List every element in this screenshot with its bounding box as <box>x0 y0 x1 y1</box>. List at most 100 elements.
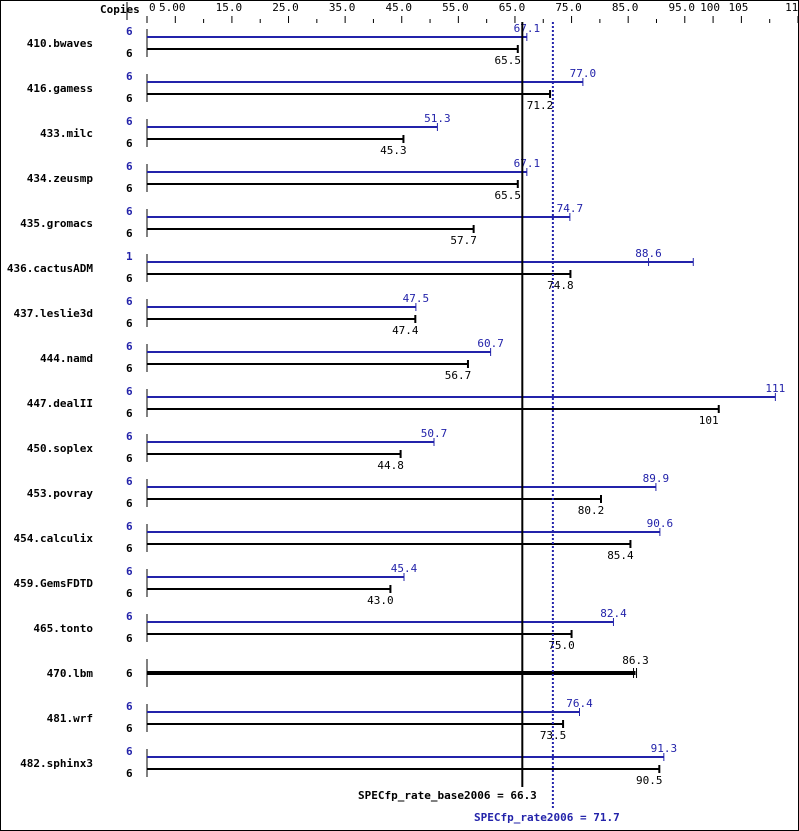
benchmark-row: 450.soplex 6 6 50.7 44.8 <box>27 427 447 472</box>
base-value-label: 45.3 <box>380 144 407 157</box>
x-tick-label: 95.0 <box>669 1 696 14</box>
benchmark-name: 435.gromacs <box>20 217 93 230</box>
peak-value-label: 51.3 <box>424 112 451 125</box>
x-tick-label: 105 <box>728 1 748 14</box>
benchmark-name: 436.cactusADM <box>7 262 93 275</box>
benchmark-row: 434.zeusmp 6 6 67.1 65.5 <box>27 157 540 202</box>
peak-copies: 6 <box>126 160 133 173</box>
base-value-label: 47.4 <box>392 324 419 337</box>
peak-copies: 6 <box>126 115 133 128</box>
x-tick-label: 15.0 <box>216 1 243 14</box>
x-tick-label: 5.00 <box>159 1 186 14</box>
base-copies: 6 <box>126 272 133 285</box>
base-copies: 6 <box>126 182 133 195</box>
x-tick-label: 75.0 <box>555 1 582 14</box>
benchmark-row: 437.leslie3d 6 6 47.5 47.4 <box>14 292 430 337</box>
peak-summary-label: SPECfp_rate2006 = 71.7 <box>474 811 620 824</box>
peak-value-label: 89.9 <box>643 472 670 485</box>
base-copies: 6 <box>126 722 133 735</box>
peak-copies: 6 <box>126 610 133 623</box>
peak-copies: 6 <box>126 205 133 218</box>
base-copies: 6 <box>126 362 133 375</box>
benchmark-row: 453.povray 6 6 89.9 80.2 <box>27 472 669 517</box>
base-copies: 6 <box>126 92 133 105</box>
peak-value-label: 77.0 <box>570 67 597 80</box>
benchmark-name: 416.gamess <box>27 82 93 95</box>
base-copies: 6 <box>126 227 133 240</box>
benchmark-name: 450.soplex <box>27 442 94 455</box>
peak-value-label: 60.7 <box>477 337 504 350</box>
x-tick-label: 55.0 <box>442 1 469 14</box>
x-tick-label: 45.0 <box>385 1 412 14</box>
peak-copies: 6 <box>126 385 133 398</box>
benchmark-row: 470.lbm 6 86.3 <box>47 654 649 687</box>
peak-value-label: 88.6 <box>635 247 662 260</box>
benchmark-name: 482.sphinx3 <box>20 757 93 770</box>
benchmark-row: 433.milc 6 6 51.3 45.3 <box>40 112 451 157</box>
summary-lines <box>521 22 554 810</box>
benchmark-name: 447.dealII <box>27 397 93 410</box>
benchmark-name: 481.wrf <box>47 712 93 725</box>
benchmark-name: 434.zeusmp <box>27 172 94 185</box>
base-copies: 6 <box>126 137 133 150</box>
base-copies: 6 <box>126 667 133 680</box>
x-tick-label: 0 <box>149 1 156 14</box>
benchmark-row: 410.bwaves 6 6 67.1 65.5 <box>27 22 540 67</box>
benchmark-row: 465.tonto 6 6 82.4 75.0 <box>33 607 627 652</box>
base-value-label: 101 <box>699 414 719 427</box>
peak-copies: 6 <box>126 25 133 38</box>
benchmark-row: 436.cactusADM 1 6 88.6 74.8 <box>7 247 694 292</box>
base-value-label: 86.3 <box>622 654 649 667</box>
benchmark-row: 416.gamess 6 6 77.0 71.2 <box>27 67 596 112</box>
benchmark-row: 459.GemsFDTD 6 6 45.4 43.0 <box>14 562 418 607</box>
x-tick-label: 35.0 <box>329 1 356 14</box>
base-copies: 6 <box>126 47 133 60</box>
base-copies: 6 <box>126 587 133 600</box>
base-copies: 6 <box>126 542 133 555</box>
benchmark-name: 459.GemsFDTD <box>14 577 94 590</box>
peak-value-label: 91.3 <box>651 742 678 755</box>
peak-value-label: 45.4 <box>391 562 418 575</box>
x-axis: 0 5.00 15.0 25.0 35.0 45.0 55.0 65.0 75.0 85.0 95.… <box>126 1 799 23</box>
benchmark-row: 435.gromacs 6 6 74.7 57.7 <box>20 202 583 247</box>
x-tick-label: 100 <box>700 1 720 14</box>
peak-copies: 6 <box>126 565 133 578</box>
peak-copies: 6 <box>126 430 133 443</box>
base-value-label: 90.5 <box>636 774 663 787</box>
base-value-label: 65.5 <box>495 54 522 67</box>
peak-copies: 6 <box>126 340 133 353</box>
x-tick-label: 115 <box>785 1 799 14</box>
peak-value-label: 67.1 <box>514 157 541 170</box>
benchmark-name: 453.povray <box>27 487 94 500</box>
benchmark-name: 410.bwaves <box>27 37 93 50</box>
peak-copies: 6 <box>126 295 133 308</box>
peak-copies: 6 <box>126 70 133 83</box>
base-copies: 6 <box>126 497 133 510</box>
base-value-label: 80.2 <box>578 504 605 517</box>
benchmark-name: 444.namd <box>40 352 93 365</box>
x-tick-label: 85.0 <box>612 1 639 14</box>
peak-copies: 6 <box>126 745 133 758</box>
peak-copies: 1 <box>126 250 133 263</box>
peak-copies: 6 <box>126 475 133 488</box>
base-value-label: 74.8 <box>547 279 574 292</box>
peak-copies: 6 <box>126 700 133 713</box>
base-value-label: 65.5 <box>495 189 522 202</box>
benchmark-row: 482.sphinx3 6 6 91.3 90.5 <box>20 742 677 787</box>
peak-value-label: 74.7 <box>557 202 584 215</box>
base-value-label: 44.8 <box>377 459 404 472</box>
base-value-label: 43.0 <box>367 594 394 607</box>
base-value-label: 56.7 <box>445 369 472 382</box>
peak-value-label: 90.6 <box>647 517 674 530</box>
copies-header: Copies <box>100 3 140 16</box>
base-summary-label: SPECfp_rate_base2006 = 66.3 <box>358 789 537 802</box>
base-value-label: 71.2 <box>527 99 554 112</box>
benchmark-row: 454.calculix 6 6 90.6 85.4 <box>14 517 674 562</box>
base-value-label: 57.7 <box>450 234 477 247</box>
base-copies: 6 <box>126 407 133 420</box>
peak-value-label: 111 <box>765 382 785 395</box>
benchmark-name: 437.leslie3d <box>14 307 93 320</box>
peak-value-label: 50.7 <box>421 427 448 440</box>
